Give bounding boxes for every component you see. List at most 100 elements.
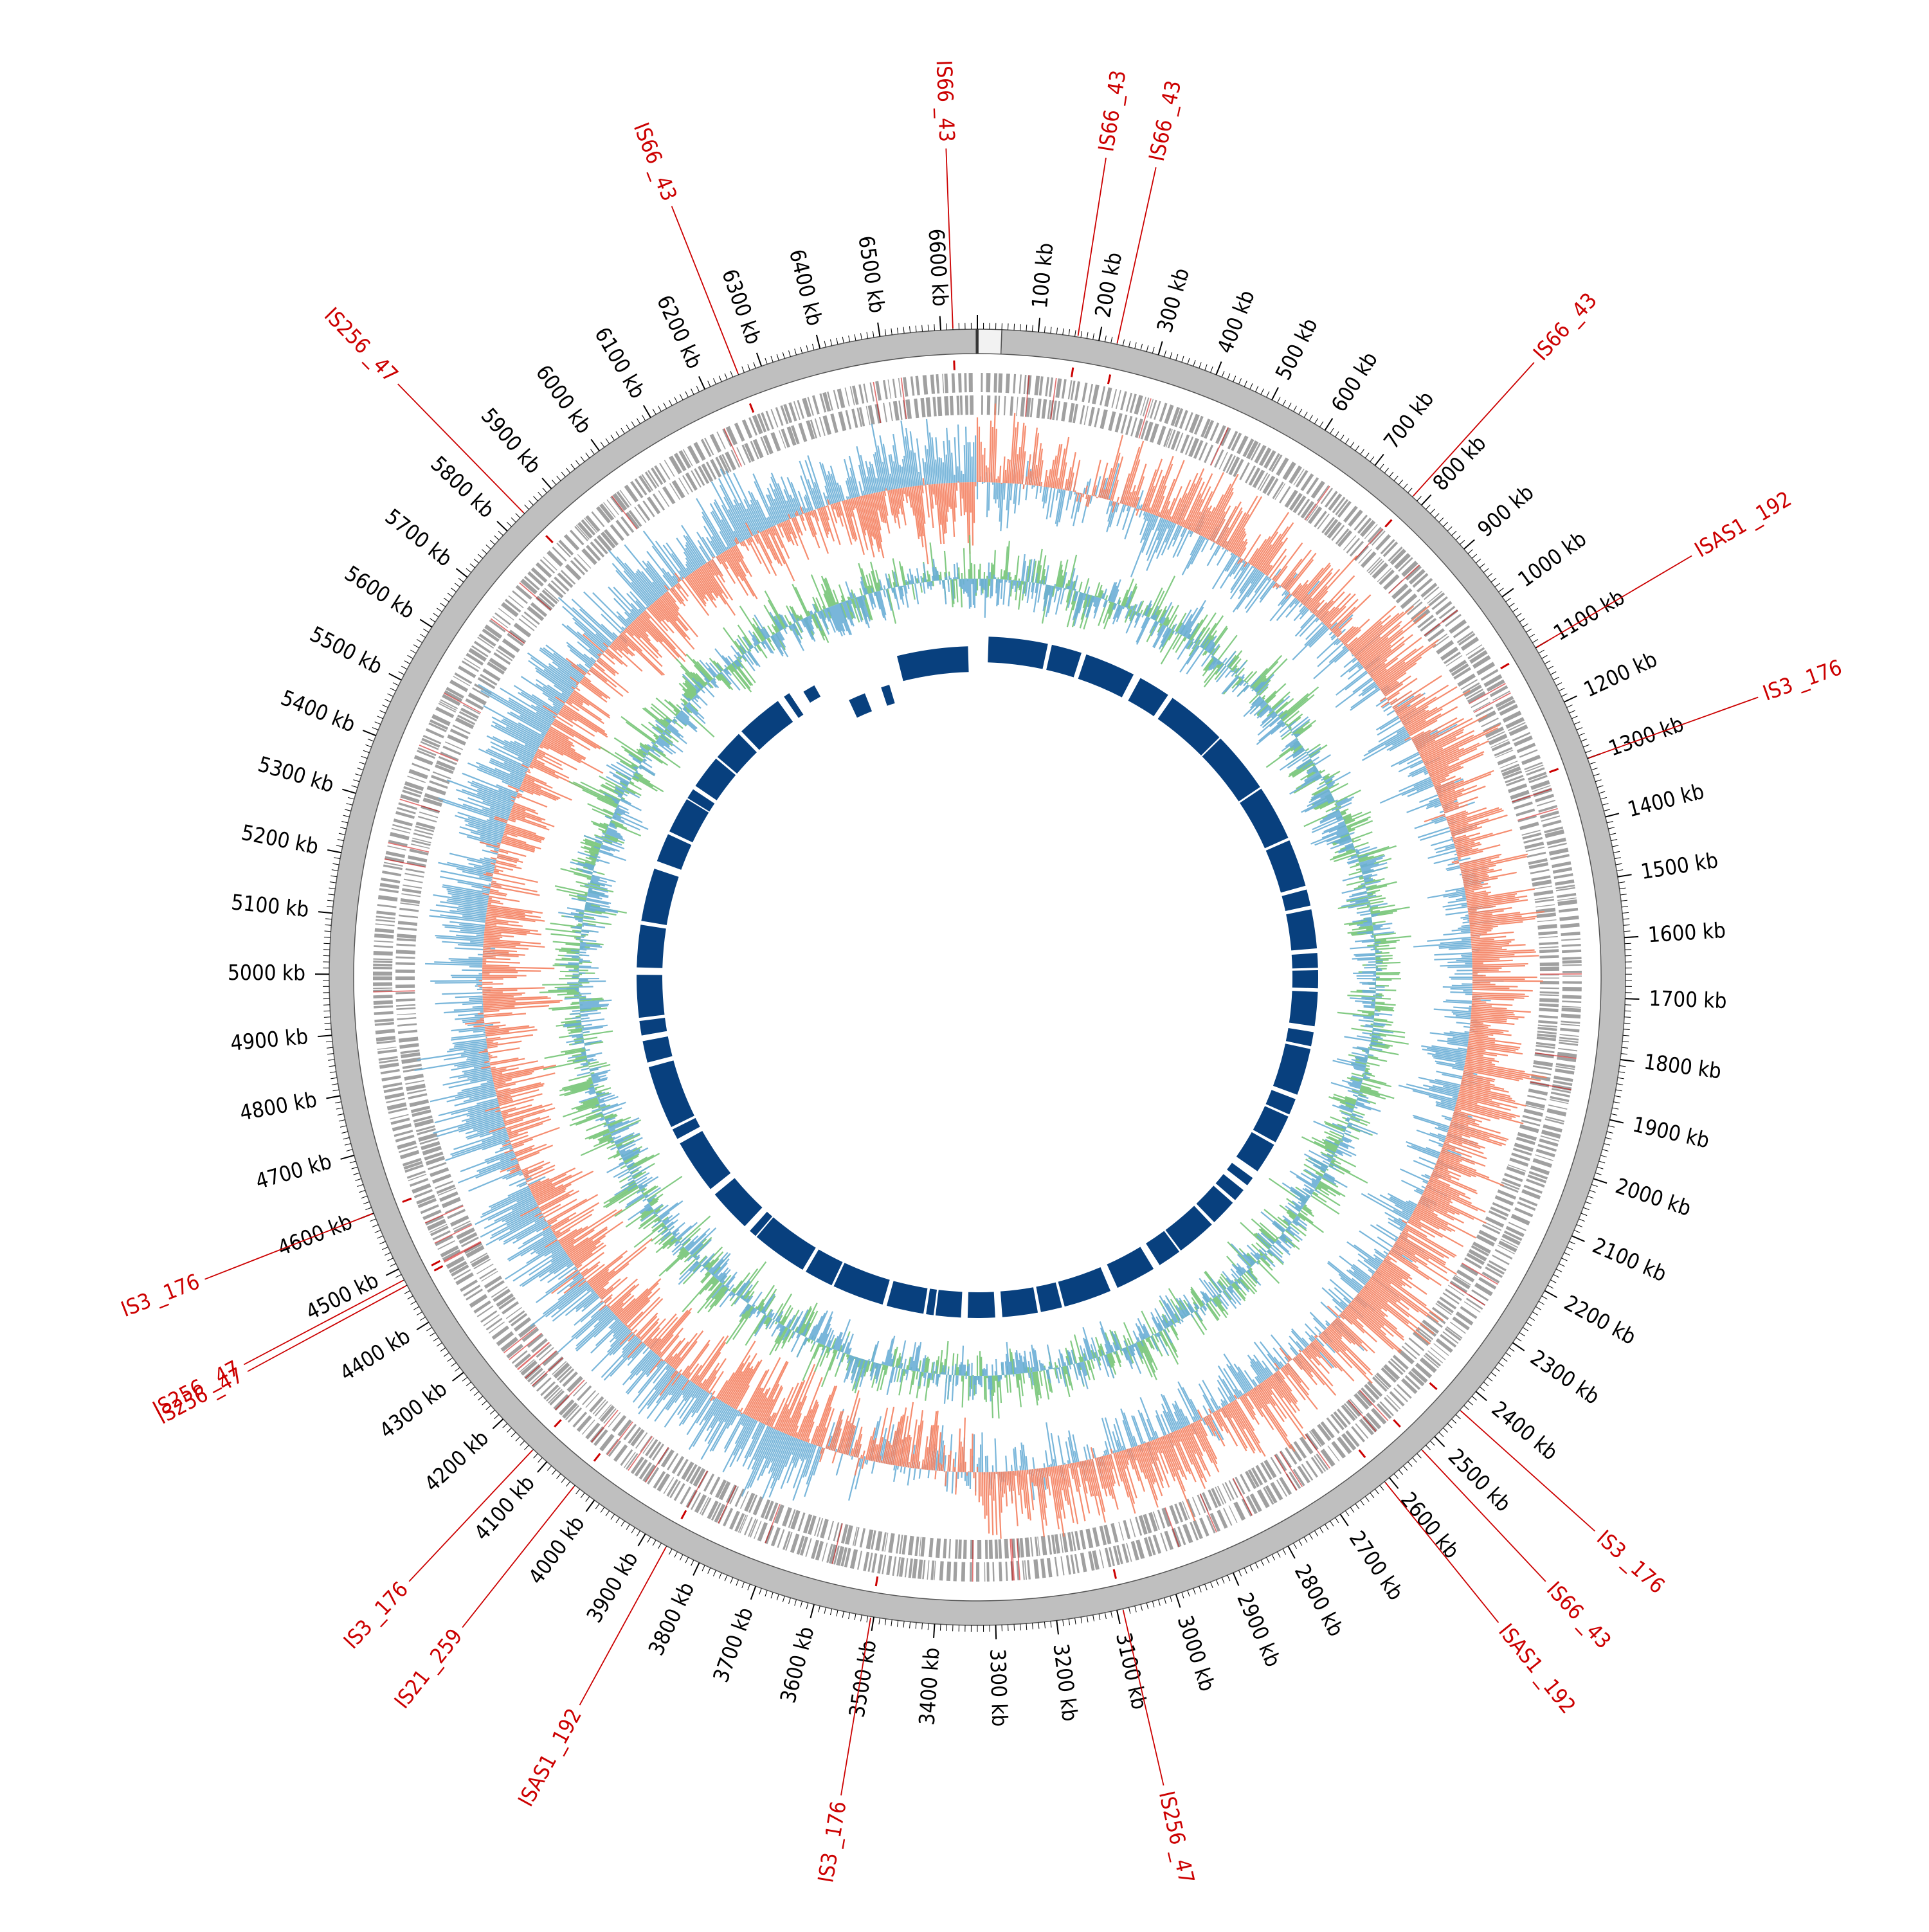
- minor-tick: [370, 1219, 376, 1222]
- tick-label: 400 kb: [1212, 287, 1260, 357]
- is-marker: [403, 1198, 412, 1202]
- minor-tick: [1439, 518, 1444, 522]
- minor-tick: [385, 1252, 390, 1255]
- minor-tick: [1607, 1132, 1613, 1133]
- minor-tick: [324, 1017, 331, 1018]
- minor-tick: [379, 1241, 385, 1244]
- major-tick: [318, 912, 332, 913]
- minor-tick: [1375, 1489, 1379, 1494]
- is-marker: [1429, 1383, 1436, 1389]
- tick-label: 1300 kb: [1605, 711, 1687, 761]
- major-tick: [1325, 419, 1333, 431]
- minor-tick: [382, 1247, 388, 1250]
- tick-label: 2400 kb: [1487, 1396, 1562, 1465]
- minor-tick: [616, 1517, 620, 1522]
- minor-tick: [1615, 1096, 1621, 1097]
- is-marker: [554, 1420, 561, 1427]
- minor-tick: [1618, 1078, 1624, 1079]
- minor-tick: [1277, 1552, 1280, 1558]
- minor-tick: [352, 786, 358, 788]
- minor-tick: [363, 750, 369, 752]
- minor-tick: [1267, 1557, 1269, 1563]
- minor-tick: [1617, 870, 1623, 871]
- minor-tick: [511, 1432, 516, 1437]
- minor-tick: [1417, 1454, 1422, 1458]
- minor-tick: [1075, 1618, 1076, 1625]
- minor-tick: [1370, 1493, 1374, 1498]
- minor-tick: [361, 756, 367, 758]
- major-tick: [542, 478, 551, 489]
- minor-tick: [466, 568, 471, 572]
- minor-tick: [1567, 1247, 1573, 1250]
- minor-tick: [1480, 564, 1485, 568]
- minor-tick: [708, 381, 711, 386]
- is-marker: [682, 1510, 686, 1519]
- minor-tick: [404, 1290, 410, 1294]
- minor-tick: [490, 540, 494, 545]
- tick-label: 2700 kb: [1345, 1526, 1409, 1605]
- minor-tick: [511, 518, 516, 522]
- is-label: IS66 _43: [1528, 287, 1602, 365]
- minor-tick: [557, 1474, 561, 1479]
- major-tick: [327, 850, 341, 853]
- homology-fragment: [849, 693, 872, 718]
- minor-tick: [680, 394, 683, 400]
- minor-tick: [1548, 666, 1553, 669]
- minor-tick: [478, 554, 483, 558]
- major-tick: [493, 1419, 503, 1429]
- minor-tick: [669, 400, 672, 406]
- minor-tick: [1430, 1441, 1435, 1445]
- minor-tick: [1613, 1102, 1620, 1103]
- minor-tick: [1370, 456, 1374, 462]
- minor-tick: [830, 1609, 831, 1615]
- is-label: IS66 _43: [1542, 1576, 1617, 1654]
- minor-tick: [566, 468, 570, 473]
- minor-tick: [340, 1126, 347, 1127]
- minor-tick: [1602, 1150, 1609, 1151]
- major-tick: [817, 335, 820, 348]
- minor-tick: [350, 1161, 356, 1163]
- minor-tick: [1604, 809, 1610, 811]
- minor-tick: [377, 1236, 383, 1238]
- minor-tick: [1309, 415, 1312, 421]
- tick-label: 500 kb: [1271, 314, 1323, 384]
- minor-tick: [444, 1353, 449, 1357]
- minor-tick: [1472, 554, 1477, 558]
- minor-tick: [525, 505, 529, 509]
- major-tick: [457, 568, 467, 577]
- minor-tick: [1516, 1338, 1521, 1342]
- minor-tick: [341, 821, 348, 822]
- minor-tick: [1608, 827, 1615, 829]
- minor-tick: [494, 536, 499, 540]
- minor-tick: [486, 1405, 491, 1410]
- minor-tick: [1216, 1580, 1218, 1585]
- minor-tick: [1491, 578, 1496, 582]
- minor-tick: [719, 1573, 721, 1578]
- minor-tick: [824, 341, 826, 347]
- minor-tick: [1460, 540, 1464, 545]
- minor-tick: [420, 634, 426, 637]
- minor-tick: [1567, 705, 1573, 707]
- minor-tick: [795, 1600, 797, 1606]
- minor-tick: [357, 1184, 363, 1186]
- is-leader-line: [205, 1214, 373, 1279]
- is-label: ISAS1 _192: [1494, 1619, 1580, 1719]
- minor-tick: [648, 1537, 651, 1543]
- minor-tick: [824, 1607, 826, 1614]
- minor-tick: [586, 453, 590, 458]
- minor-tick: [1519, 618, 1525, 622]
- tick-label: 1700 kb: [1649, 986, 1727, 1013]
- is-marker: [1359, 1450, 1365, 1458]
- minor-tick: [1294, 406, 1297, 411]
- minor-tick: [1255, 386, 1258, 392]
- tick-label: 300 kb: [1152, 265, 1194, 335]
- minor-tick: [1599, 1161, 1606, 1163]
- minor-tick: [1553, 1274, 1559, 1277]
- minor-tick: [1586, 1202, 1591, 1204]
- minor-tick: [1609, 833, 1616, 835]
- minor-tick: [1355, 446, 1359, 451]
- major-tick: [1593, 1178, 1607, 1183]
- minor-tick: [482, 550, 487, 554]
- minor-tick: [1542, 1296, 1548, 1299]
- minor-tick: [1193, 360, 1195, 366]
